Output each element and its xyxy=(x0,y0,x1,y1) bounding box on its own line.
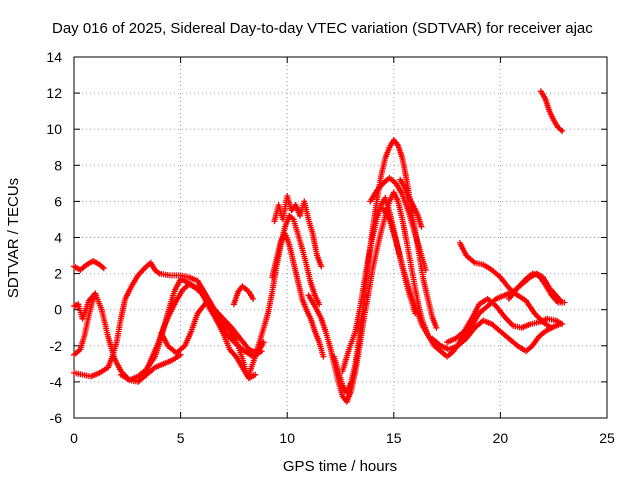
series-arc-16 xyxy=(397,176,425,230)
series-arc-19 xyxy=(444,295,566,346)
series-markers xyxy=(269,230,327,360)
y-tick-label: 10 xyxy=(46,121,62,137)
x-tick-label: 20 xyxy=(493,430,509,446)
y-tick-label: 12 xyxy=(46,85,62,101)
x-tick-label: 10 xyxy=(279,430,295,446)
y-tick-label: 2 xyxy=(54,266,62,282)
y-tick-label: 6 xyxy=(54,193,62,209)
series-arc-10 xyxy=(271,193,325,270)
series-arc-7 xyxy=(158,299,265,360)
series-markers xyxy=(230,283,257,308)
series-markers xyxy=(537,88,566,134)
series-markers xyxy=(367,174,429,273)
series-markers xyxy=(271,193,325,270)
x-tick-label: 25 xyxy=(599,430,615,446)
series-arc-21 xyxy=(537,88,566,134)
plot-frame xyxy=(73,56,608,419)
series-arc-1 xyxy=(71,258,107,273)
series-markers xyxy=(71,258,107,273)
series-markers xyxy=(71,290,184,385)
series-arc-2 xyxy=(71,290,184,385)
series-markers xyxy=(71,290,99,358)
series-arc-20 xyxy=(456,239,555,331)
x-tick-label: 0 xyxy=(70,430,78,446)
series-markers xyxy=(397,176,425,230)
series-arc-22 xyxy=(505,270,568,306)
series-markers xyxy=(158,299,265,360)
axis-ticks: 0 5 10 15 20 25 -6 -4 -2 0 2 4 6 8 10 12 14 xyxy=(46,49,615,446)
series-markers xyxy=(505,270,568,306)
chart-title: Day 016 of 2025, Sidereal Day-to-day VTE… xyxy=(52,20,593,37)
y-axis-label: SDTVAR / TECUs xyxy=(5,178,22,298)
x-tick-label: 15 xyxy=(386,430,402,446)
x-tick-label: 5 xyxy=(177,430,185,446)
y-tick-label: 8 xyxy=(54,157,62,173)
series-arc-15 xyxy=(367,174,429,273)
y-tick-label: 4 xyxy=(54,230,62,246)
x-axis-label: GPS time / hours xyxy=(283,458,397,475)
series-arc-8 xyxy=(230,283,257,308)
series-markers xyxy=(429,317,564,355)
series-arc-3 xyxy=(71,290,99,358)
y-tick-label: 14 xyxy=(46,49,62,65)
data-points xyxy=(71,88,568,405)
series-arc-11 xyxy=(269,230,327,360)
series-arc-18 xyxy=(429,317,564,355)
grid-lines xyxy=(74,57,607,418)
y-tick-label: -6 xyxy=(50,410,63,426)
y-tick-label: 0 xyxy=(54,302,62,318)
y-tick-label: -2 xyxy=(50,338,63,354)
series-markers xyxy=(444,295,566,346)
series-markers xyxy=(456,239,555,331)
y-tick-label: -4 xyxy=(50,374,63,390)
